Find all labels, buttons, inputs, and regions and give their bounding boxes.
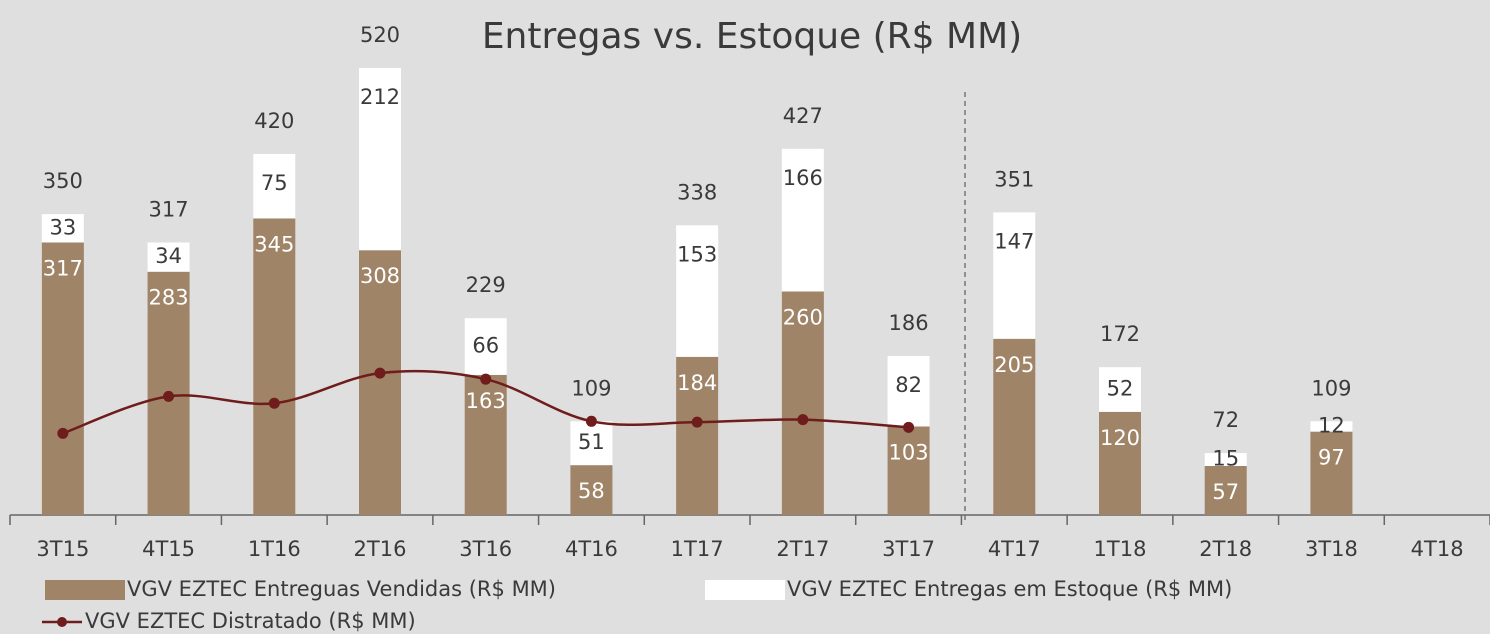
data-label: 205 — [994, 353, 1034, 377]
bar-segment — [676, 356, 719, 515]
bar-segment — [1310, 431, 1353, 515]
bar-segment — [1204, 466, 1247, 515]
bar-segment — [570, 421, 613, 466]
bar-segment — [993, 212, 1036, 339]
x-tick-label: 1T18 — [1094, 537, 1147, 561]
bar-segment — [464, 318, 507, 375]
data-label: 184 — [677, 371, 717, 395]
total-label: 350 — [43, 169, 83, 193]
bar-segment — [676, 225, 719, 357]
data-label: 166 — [783, 166, 823, 190]
line-point — [903, 421, 915, 433]
bar-segment — [359, 68, 401, 251]
bar-segment — [464, 374, 507, 515]
bar-segment — [1099, 411, 1141, 515]
legend-label: VGV EZTEC Distratado (R$ MM) — [85, 609, 416, 633]
legend-label: VGV EZTEC Entreguas Vendidas (R$ MM) — [127, 577, 556, 601]
data-label: 153 — [677, 242, 717, 266]
data-label: 345 — [254, 232, 294, 256]
line-point — [480, 373, 492, 385]
total-label: 427 — [783, 104, 823, 128]
legend-label: VGV EZTEC Entregas em Estoque (R$ MM) — [787, 577, 1232, 601]
total-label: 186 — [889, 311, 929, 335]
bar-segment — [1099, 367, 1141, 412]
bar-segment — [1310, 421, 1353, 432]
bar-segment — [887, 426, 930, 515]
x-tick-label: 4T15 — [142, 537, 195, 561]
line-point — [57, 427, 69, 439]
data-label: 317 — [43, 257, 83, 281]
data-label: 51 — [578, 430, 605, 454]
bar-segment — [253, 153, 296, 219]
total-label: 351 — [994, 167, 1034, 191]
data-label: 163 — [466, 389, 506, 413]
legend-swatch — [45, 580, 125, 600]
data-label: 12 — [1318, 413, 1345, 437]
bar-segment — [993, 338, 1036, 515]
total-label: 172 — [1100, 322, 1140, 346]
legend-swatch — [705, 580, 785, 600]
data-label: 33 — [49, 215, 76, 239]
data-label: 103 — [889, 440, 929, 464]
total-label: 338 — [677, 180, 717, 204]
line-point — [163, 390, 175, 402]
x-tick-label: 3T15 — [36, 537, 89, 561]
total-label: 520 — [360, 23, 400, 47]
data-label: 82 — [895, 373, 922, 397]
data-label: 283 — [149, 286, 189, 310]
line-point — [268, 397, 280, 409]
line-point — [585, 415, 597, 427]
total-label: 420 — [254, 109, 294, 133]
legend-swatch — [57, 617, 67, 627]
x-tick-label: 2T16 — [354, 537, 407, 561]
x-tick-label: 4T18 — [1411, 537, 1464, 561]
x-tick-label: 3T17 — [882, 537, 935, 561]
data-label: 58 — [578, 479, 605, 503]
data-label: 120 — [1100, 426, 1140, 450]
x-tick-label: 3T16 — [459, 537, 512, 561]
data-label: 57 — [1212, 480, 1239, 504]
bar-segment — [781, 148, 824, 292]
data-label: 75 — [261, 171, 288, 195]
x-tick-label: 4T16 — [565, 537, 618, 561]
chart-title: Entregas vs. Estoque (R$ MM) — [482, 16, 1022, 57]
line-point — [797, 414, 809, 426]
x-tick-label: 2T17 — [776, 537, 829, 561]
total-label: 109 — [1311, 376, 1351, 400]
x-tick-label: 3T18 — [1305, 537, 1358, 561]
bar-segment — [147, 242, 190, 272]
data-label: 15 — [1212, 447, 1239, 471]
data-label: 212 — [360, 85, 400, 109]
x-tick-label: 1T17 — [671, 537, 724, 561]
x-tick-label: 4T17 — [988, 537, 1041, 561]
x-tick-label: 1T16 — [248, 537, 301, 561]
x-tick-label: 2T18 — [1199, 537, 1252, 561]
data-label: 52 — [1107, 376, 1134, 400]
data-label: 97 — [1318, 446, 1345, 470]
bar-segment — [570, 465, 613, 515]
bar-segment — [1204, 453, 1247, 467]
bar-segment — [887, 355, 930, 427]
line-point — [374, 367, 386, 379]
bar-segment — [41, 214, 84, 243]
bar-segment — [253, 218, 296, 516]
total-label: 72 — [1212, 408, 1239, 432]
data-label: 260 — [783, 306, 823, 330]
total-label: 317 — [149, 198, 189, 222]
data-label: 147 — [994, 229, 1034, 253]
data-label: 66 — [472, 334, 499, 358]
data-label: 308 — [360, 264, 400, 288]
total-label: 229 — [466, 273, 506, 297]
bar-segment — [359, 250, 401, 515]
bar-segment — [781, 291, 824, 515]
total-label: 109 — [571, 376, 611, 400]
data-label: 34 — [155, 244, 182, 268]
bar-segment — [41, 242, 84, 515]
line-point — [691, 416, 703, 428]
